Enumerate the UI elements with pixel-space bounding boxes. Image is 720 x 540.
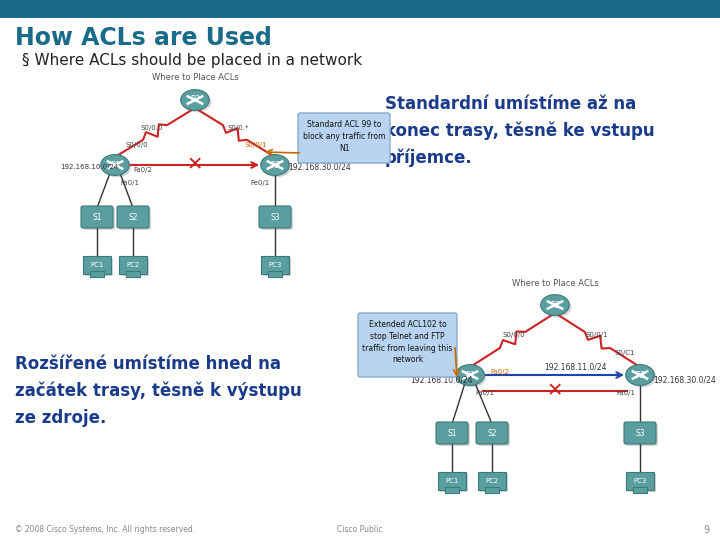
FancyBboxPatch shape: [485, 487, 499, 492]
FancyBboxPatch shape: [119, 256, 147, 274]
Ellipse shape: [628, 367, 657, 387]
FancyBboxPatch shape: [628, 474, 656, 492]
Text: Fa0/1: Fa0/1: [616, 390, 635, 396]
FancyBboxPatch shape: [121, 258, 149, 276]
FancyBboxPatch shape: [478, 472, 506, 490]
Text: S0/0.*: S0/0.*: [227, 125, 248, 131]
Text: Standardní umístíme až na
konec trasy, těsně ke vstupu
příjemce.: Standardní umístíme až na konec trasy, t…: [385, 95, 654, 167]
FancyBboxPatch shape: [83, 256, 111, 274]
Ellipse shape: [263, 157, 292, 178]
Text: R2: R2: [550, 300, 560, 309]
Text: Standard ACL 99 to
block any traffic from
N1: Standard ACL 99 to block any traffic fro…: [302, 120, 385, 153]
Text: Fa0/1: Fa0/1: [475, 390, 494, 396]
Text: Fe0/1: Fe0/1: [251, 180, 270, 186]
Text: PC1: PC1: [445, 478, 459, 484]
Ellipse shape: [456, 364, 485, 386]
Text: 192.168.11.0/24: 192.168.11.0/24: [544, 362, 606, 372]
FancyBboxPatch shape: [119, 208, 151, 230]
Text: S3: S3: [270, 213, 280, 221]
Text: © 2008 Cisco Systems, Inc. All rights reserved.: © 2008 Cisco Systems, Inc. All rights re…: [15, 525, 195, 535]
Text: PC2: PC2: [485, 478, 499, 484]
FancyBboxPatch shape: [440, 474, 468, 492]
FancyBboxPatch shape: [126, 271, 140, 276]
Text: Fa0/2: Fa0/2: [490, 369, 509, 375]
FancyBboxPatch shape: [626, 424, 658, 446]
Text: S0/C1: S0/C1: [614, 350, 635, 356]
Text: S3: S3: [635, 429, 645, 437]
FancyBboxPatch shape: [478, 424, 510, 446]
Text: 192.168.30.0/24: 192.168.30.0/24: [288, 163, 351, 172]
FancyBboxPatch shape: [633, 487, 647, 492]
Text: R2: R2: [190, 96, 200, 105]
Text: S1: S1: [92, 213, 102, 221]
Ellipse shape: [541, 295, 570, 315]
Text: S2: S2: [128, 213, 138, 221]
Ellipse shape: [101, 154, 130, 176]
FancyBboxPatch shape: [83, 208, 115, 230]
FancyBboxPatch shape: [438, 424, 470, 446]
FancyBboxPatch shape: [268, 271, 282, 276]
Text: PC3: PC3: [269, 262, 282, 268]
Text: S0/0.0: S0/0.0: [140, 125, 163, 131]
FancyBboxPatch shape: [476, 422, 508, 444]
Text: S2: S2: [487, 429, 497, 437]
Text: § Where ACLs should be placed in a network: § Where ACLs should be placed in a netwo…: [22, 52, 362, 68]
Text: PC3: PC3: [634, 478, 647, 484]
Text: Fa0/1: Fa0/1: [120, 180, 139, 186]
Text: Cisco Public: Cisco Public: [337, 525, 383, 535]
Text: 192.168.10.0/24: 192.168.10.0/24: [60, 164, 118, 170]
Text: S0/0/1: S0/0/1: [585, 332, 608, 338]
FancyBboxPatch shape: [436, 422, 468, 444]
Text: Rozšířené umístíme hned na
začátek trasy, těsně k výstupu
ze zdroje.: Rozšířené umístíme hned na začátek trasy…: [15, 355, 302, 427]
Ellipse shape: [261, 154, 289, 176]
Text: 192.168.10.0/24: 192.168.10.0/24: [410, 375, 472, 384]
Text: 192.168.30.0/24: 192.168.30.0/24: [653, 375, 716, 384]
FancyBboxPatch shape: [259, 206, 291, 228]
FancyBboxPatch shape: [90, 271, 104, 276]
Text: S1: S1: [447, 429, 456, 437]
Text: ✕: ✕: [546, 381, 563, 401]
FancyBboxPatch shape: [626, 472, 654, 490]
Text: How ACLs are Used: How ACLs are Used: [15, 26, 272, 50]
Text: Fa0/2: Fa0/2: [133, 167, 152, 173]
Text: PC2: PC2: [127, 262, 140, 268]
Ellipse shape: [103, 157, 131, 178]
FancyBboxPatch shape: [263, 258, 291, 276]
Ellipse shape: [543, 296, 571, 318]
Text: R1: R1: [110, 160, 120, 170]
Text: S0/0/0: S0/0/0: [125, 142, 148, 148]
FancyBboxPatch shape: [261, 256, 289, 274]
Text: R1: R1: [465, 370, 475, 380]
Text: ✕: ✕: [186, 156, 203, 174]
Text: Where to Place ACLs: Where to Place ACLs: [512, 279, 598, 287]
Text: R3: R3: [635, 370, 645, 380]
Text: S0/0/1: S0/0/1: [244, 142, 267, 148]
Text: R3: R3: [270, 160, 280, 170]
FancyBboxPatch shape: [624, 422, 656, 444]
Ellipse shape: [181, 90, 210, 110]
Text: PC1: PC1: [90, 262, 104, 268]
Ellipse shape: [626, 364, 654, 386]
Bar: [0, 0, 720, 18]
FancyBboxPatch shape: [261, 208, 293, 230]
FancyBboxPatch shape: [438, 472, 466, 490]
FancyBboxPatch shape: [445, 487, 459, 492]
FancyBboxPatch shape: [298, 113, 390, 163]
Text: 9: 9: [704, 525, 710, 535]
FancyBboxPatch shape: [358, 313, 457, 377]
Ellipse shape: [458, 367, 486, 387]
Text: Extended ACL102 to
stop Telnet and FTP
traffic from leaving this
network: Extended ACL102 to stop Telnet and FTP t…: [362, 320, 453, 364]
Text: Where to Place ACLs: Where to Place ACLs: [152, 73, 238, 83]
FancyBboxPatch shape: [85, 258, 113, 276]
Text: S0/0/0: S0/0/0: [503, 332, 525, 338]
FancyBboxPatch shape: [480, 474, 508, 492]
FancyBboxPatch shape: [81, 206, 113, 228]
FancyBboxPatch shape: [117, 206, 149, 228]
Ellipse shape: [183, 92, 211, 112]
